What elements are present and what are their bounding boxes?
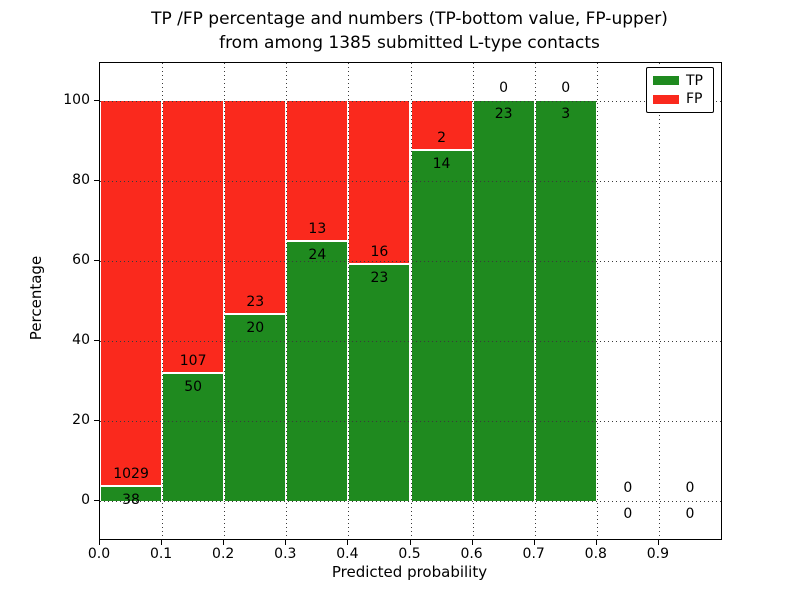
tp-count-label: 14 bbox=[432, 156, 451, 172]
fp-count-label: 0 bbox=[685, 480, 695, 496]
gridline-horizontal bbox=[100, 421, 721, 422]
y-tick-mark bbox=[94, 500, 99, 501]
bar-segment-tp bbox=[349, 265, 410, 501]
legend-item-fp: FP bbox=[653, 91, 707, 107]
plot-area: 1029 38 107 50 23 20 13 24 16 23 2 14 0 23 0 3 0 0 0 0 bbox=[99, 62, 722, 540]
x-tick-mark bbox=[161, 540, 163, 545]
legend-label-fp: FP bbox=[686, 91, 703, 108]
gridline-vertical bbox=[534, 63, 536, 539]
x-tick-mark bbox=[533, 540, 535, 545]
chart-title-line1: TP /FP percentage and numbers (TP-bottom… bbox=[151, 9, 668, 29]
y-tick-label: 100 bbox=[63, 92, 90, 108]
gridline-vertical bbox=[348, 63, 350, 539]
x-tick-label: 0.6 bbox=[460, 546, 483, 562]
x-tick-mark bbox=[595, 540, 597, 545]
bar-segment-fp bbox=[349, 101, 410, 264]
x-axis-label: Predicted probability bbox=[331, 563, 488, 581]
x-tick-label: 0.1 bbox=[149, 546, 173, 562]
y-tick-label: 80 bbox=[72, 172, 90, 188]
fp-count-label: 13 bbox=[308, 220, 327, 237]
x-tick-mark bbox=[409, 540, 411, 545]
fp-count-label: 2 bbox=[437, 130, 446, 146]
bar-segment-tp bbox=[535, 101, 596, 501]
x-tick-mark bbox=[285, 540, 287, 545]
gridline-horizontal bbox=[100, 501, 721, 502]
fp-count-label: 1029 bbox=[113, 465, 149, 482]
x-tick-label: 0.2 bbox=[212, 546, 235, 562]
y-tick-mark bbox=[94, 260, 99, 261]
legend: TP FP bbox=[646, 67, 714, 113]
gridline-vertical bbox=[596, 63, 598, 539]
tp-count-label: 0 bbox=[623, 506, 633, 522]
tp-swatch bbox=[653, 76, 679, 86]
gridline-horizontal bbox=[100, 261, 721, 262]
legend-label-tp: TP bbox=[686, 72, 703, 89]
bar-segment-tp bbox=[163, 373, 224, 501]
x-tick-mark bbox=[99, 540, 100, 545]
x-tick-label: 0.4 bbox=[336, 546, 359, 562]
gridline-vertical bbox=[286, 63, 288, 539]
fp-count-label: 16 bbox=[370, 244, 389, 261]
bar-segment-fp bbox=[101, 101, 162, 485]
tp-count-label: 23 bbox=[494, 106, 513, 122]
fp-count-label: 0 bbox=[499, 80, 509, 96]
bar-segment-fp bbox=[163, 101, 224, 372]
y-tick-mark bbox=[94, 420, 99, 421]
y-tick-mark bbox=[94, 180, 99, 181]
gridline-vertical bbox=[410, 63, 412, 539]
x-tick-mark bbox=[471, 540, 473, 545]
x-tick-label: 0.0 bbox=[87, 546, 111, 562]
x-tick-label: 0.9 bbox=[646, 546, 670, 562]
bar-segment-fp bbox=[411, 101, 472, 149]
legend-item-tp: TP bbox=[653, 73, 707, 89]
x-tick-label: 0.8 bbox=[584, 546, 607, 562]
chart-title-line2: from among 1385 submitted L-type contact… bbox=[219, 33, 600, 53]
gridline-vertical bbox=[162, 63, 164, 539]
x-tick-label: 0.5 bbox=[398, 546, 421, 562]
tp-count-label: 23 bbox=[370, 270, 389, 287]
fp-count-label: 0 bbox=[623, 480, 633, 496]
y-tick-mark bbox=[94, 100, 99, 101]
bar-segment-fp bbox=[225, 101, 286, 313]
y-tick-label: 0 bbox=[81, 492, 90, 508]
gridline-horizontal bbox=[100, 101, 721, 102]
bar-segment-tp bbox=[101, 486, 162, 501]
tp-count-label: 24 bbox=[308, 246, 327, 263]
tp-count-label: 3 bbox=[561, 106, 571, 122]
gridline-horizontal bbox=[100, 181, 721, 182]
chart-title: TP /FP percentage and numbers (TP-bottom… bbox=[99, 7, 720, 55]
x-tick-mark bbox=[347, 540, 349, 545]
tp-count-label: 50 bbox=[184, 378, 203, 395]
x-tick-label: 0.3 bbox=[274, 546, 297, 562]
x-tick-label: 0.7 bbox=[522, 546, 545, 562]
fp-swatch bbox=[653, 94, 679, 104]
x-tick-mark bbox=[657, 540, 659, 545]
y-tick-label: 40 bbox=[72, 332, 90, 348]
bar-segment-tp bbox=[411, 151, 472, 501]
bar-segment-tp bbox=[225, 314, 286, 501]
fp-count-label: 23 bbox=[246, 293, 265, 310]
gridline-horizontal bbox=[100, 341, 721, 342]
bar-segment-tp bbox=[473, 101, 534, 501]
tp-count-label: 38 bbox=[122, 491, 140, 508]
gridline-vertical bbox=[224, 63, 226, 539]
x-tick-mark bbox=[223, 540, 225, 545]
y-tick-label: 60 bbox=[72, 252, 90, 268]
bar-segment-fp bbox=[287, 101, 348, 240]
gridline-vertical bbox=[658, 63, 660, 539]
y-tick-mark bbox=[94, 340, 99, 341]
bar-segment-tp bbox=[287, 241, 348, 501]
fp-count-label: 107 bbox=[179, 352, 207, 369]
gridline-vertical bbox=[472, 63, 474, 539]
tp-count-label: 20 bbox=[246, 319, 265, 336]
y-tick-label: 20 bbox=[72, 412, 90, 428]
fp-count-label: 0 bbox=[561, 80, 571, 96]
tp-count-label: 0 bbox=[685, 506, 695, 522]
